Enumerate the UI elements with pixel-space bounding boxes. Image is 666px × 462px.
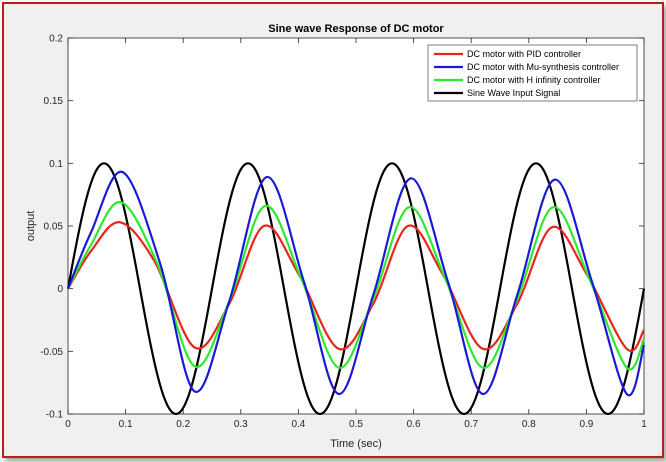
y-tick-label: 0.15	[44, 96, 64, 107]
y-tick-label: 0	[57, 284, 63, 295]
x-tick-label: 0.4	[291, 419, 305, 430]
y-axis-label: output	[25, 211, 37, 242]
x-tick-label: 1	[641, 419, 647, 430]
y-tick-label: -0.05	[40, 347, 63, 358]
legend-label: DC motor with H infinity controller	[467, 75, 601, 85]
x-tick-label: 0.9	[579, 419, 593, 430]
series-line-1	[66, 170, 646, 397]
x-tick-label: 0	[65, 419, 71, 430]
y-tick-label: 0.05	[44, 222, 64, 233]
y-tick-label: 0.1	[49, 159, 63, 170]
x-tick-label: 0.6	[407, 419, 421, 430]
legend-label: Sine Wave Input Signal	[467, 88, 560, 98]
x-tick-label: 0.1	[119, 419, 133, 430]
y-tick-label: 0.2	[49, 34, 63, 45]
series-line-2	[67, 201, 646, 371]
legend-label: DC motor with Mu-synthesis controller	[467, 62, 619, 72]
x-axis-label: Time (sec)	[330, 438, 382, 450]
x-tick-label: 0.3	[234, 419, 248, 430]
series-line-3	[66, 162, 646, 416]
chart-title: Sine wave Response of DC motor	[268, 23, 444, 35]
legend-label: DC motor with PID controller	[467, 49, 581, 59]
x-axis-ticks: 0 0.1 0.2 0.3 0.4 0.5 0.6 0.7 0.8 0.9 1	[65, 38, 647, 430]
x-tick-label: 0.5	[349, 419, 363, 430]
legend: DC motor with PID controller DC motor wit…	[427, 44, 638, 102]
x-tick-label: 0.7	[464, 419, 478, 430]
x-tick-label: 0.8	[522, 419, 536, 430]
x-tick-label: 0.2	[176, 419, 190, 430]
series-lines	[66, 162, 646, 416]
y-tick-label: -0.1	[46, 410, 64, 421]
